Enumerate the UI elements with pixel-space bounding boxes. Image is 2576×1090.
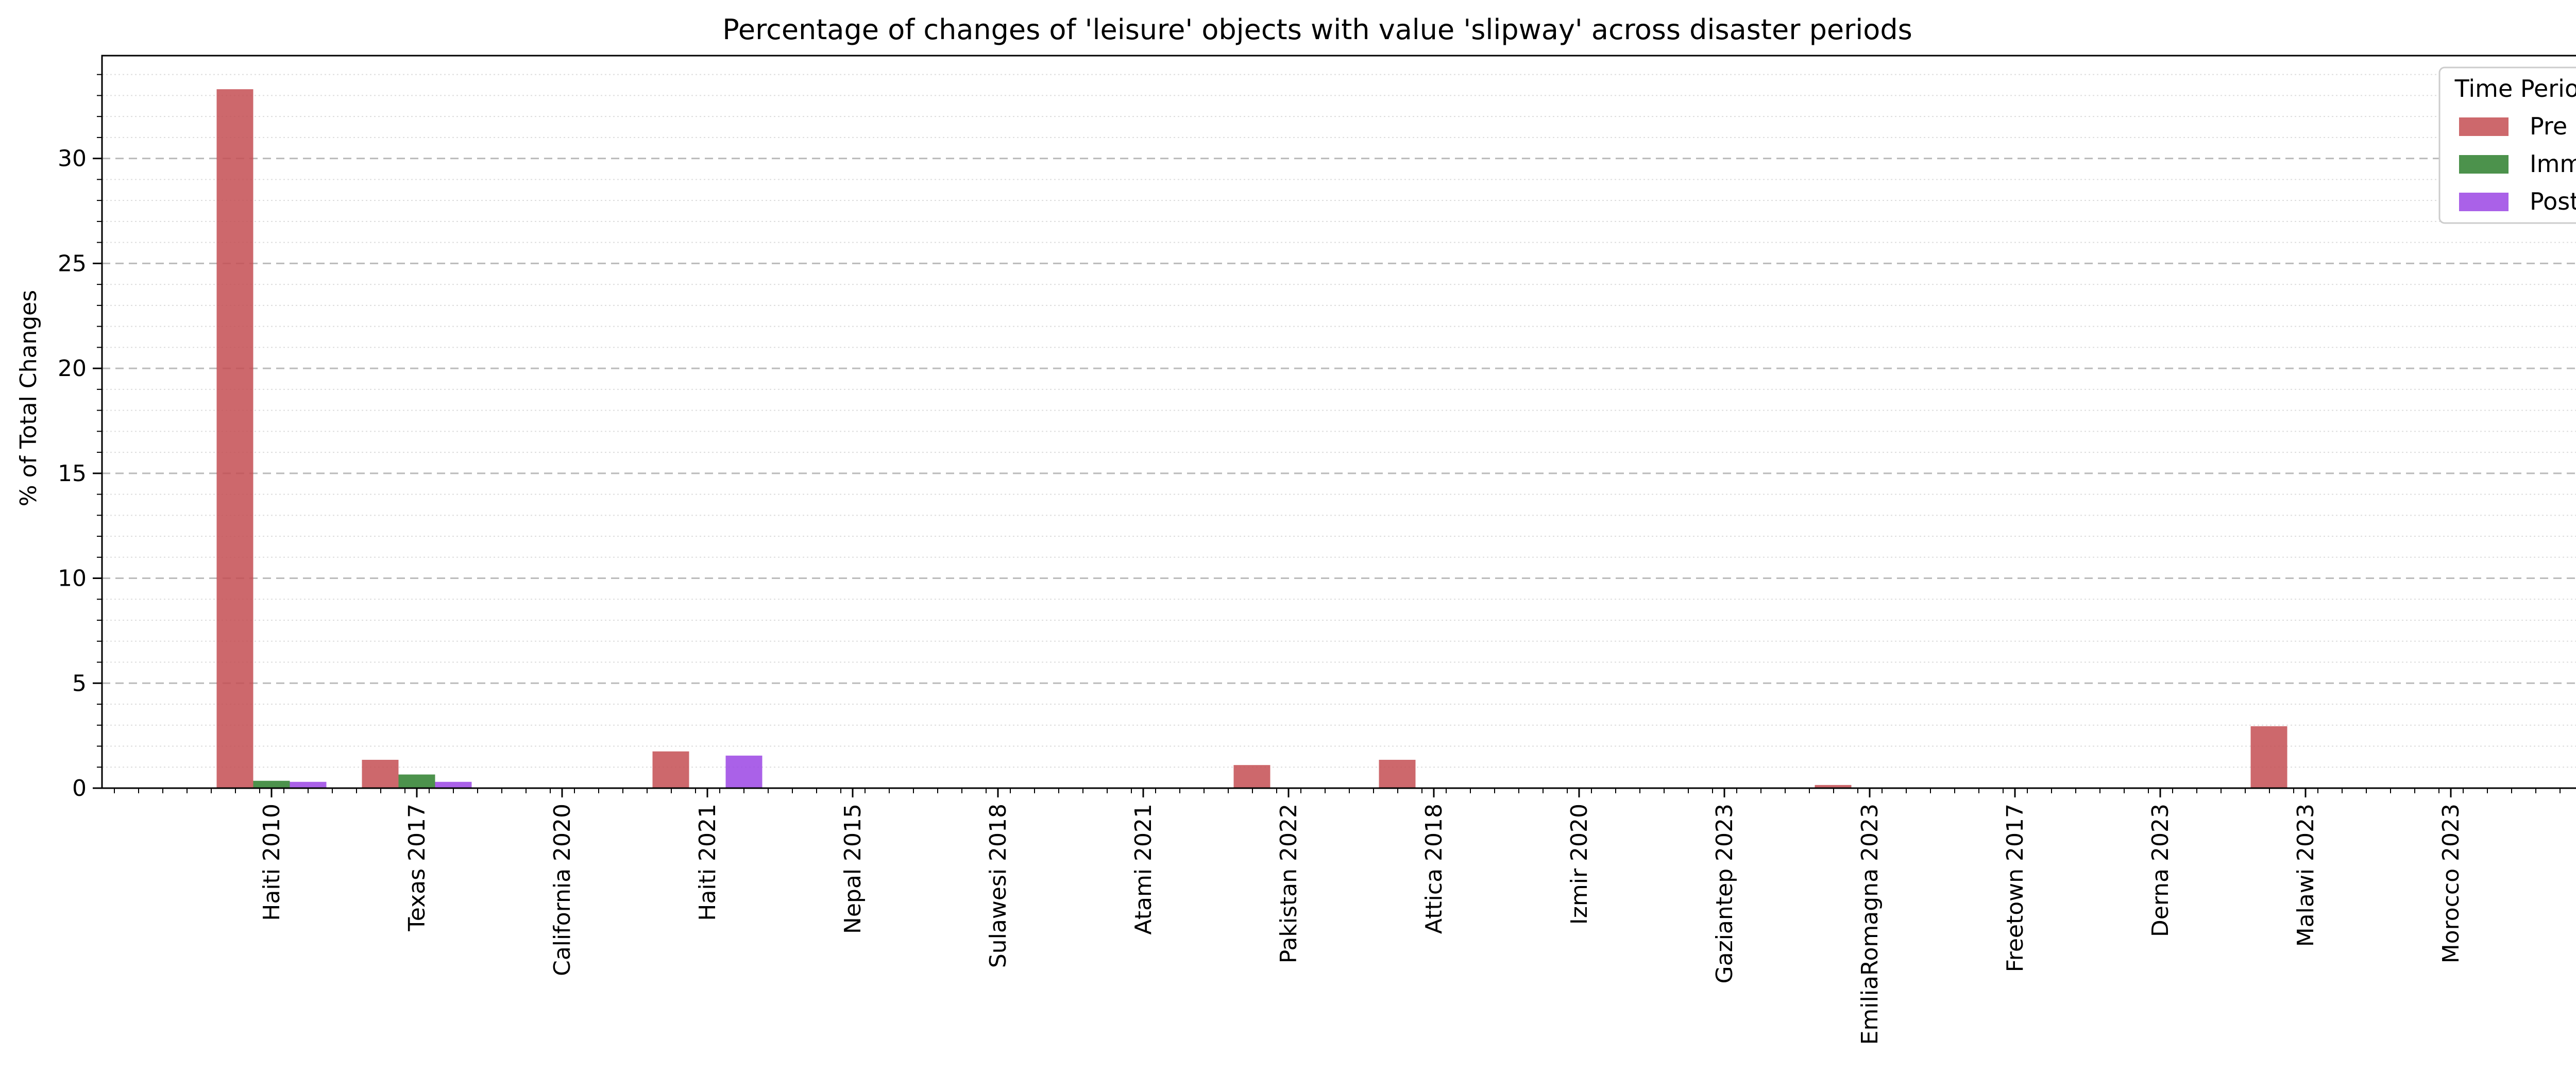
legend-swatch-imm [2459, 155, 2509, 174]
bars [216, 89, 2287, 788]
bar-pre [1233, 765, 1270, 788]
y-axis-label: % of Total Changes [15, 290, 42, 506]
x-tick-label: Attica 2018 [1421, 804, 1447, 934]
bar-pre [652, 751, 689, 788]
y-tick-label: 25 [58, 250, 87, 277]
bar-pre [216, 89, 253, 788]
y-tick-label: 0 [72, 775, 87, 802]
y-tick-label: 15 [58, 461, 87, 487]
bar-pre [1379, 759, 1416, 788]
legend-box [2438, 66, 2576, 224]
x-tick-label: Pakistan 2022 [1276, 804, 1302, 963]
bar-post [290, 781, 327, 788]
x-tick-label: Gaziantep 2023 [1711, 804, 1738, 983]
bar-pre [1815, 785, 1852, 788]
plot-frame [101, 55, 2576, 789]
legend-items: Pre Imm Post [2459, 112, 2576, 215]
x-tick-label: California 2020 [549, 804, 575, 976]
y-tick-label: 20 [58, 355, 87, 382]
legend-label-pre: Pre [2530, 112, 2567, 140]
x-tick-label: Sulawesi 2018 [985, 804, 1011, 968]
legend-swatch-post [2459, 193, 2509, 211]
x-axis-ticks: Haiti 2010 Texas 2017 California 2020 Haiti… [114, 788, 2561, 1045]
x-tick-label: Haiti 2021 [694, 804, 721, 921]
chart-title: Percentage of changes of 'leisure' objec… [722, 13, 1912, 46]
y-tick-label: 30 [58, 146, 87, 172]
bar-post [435, 781, 472, 788]
x-tick-label: Malawi 2023 [2293, 804, 2319, 947]
bar-pre [2250, 726, 2287, 788]
x-tick-label: Texas 2017 [404, 804, 430, 932]
y-tick-label: 5 [72, 670, 87, 696]
legend-label-imm: Imm [2530, 150, 2576, 178]
y-tick-label: 10 [58, 566, 87, 592]
x-tick-label: EmiliaRomagna 2023 [1857, 804, 1883, 1045]
legend-title: Time Period [2454, 75, 2576, 103]
x-tick-label: Haiti 2010 [259, 804, 285, 921]
bar-imm [253, 780, 290, 788]
legend: Time Period Pre Imm Post [2438, 66, 2576, 224]
grid-lines [102, 74, 2576, 768]
bar-imm [398, 774, 435, 788]
x-tick-label: Derna 2023 [2147, 804, 2174, 937]
legend-label-post: Post [2530, 188, 2576, 215]
bar-pre [362, 759, 399, 788]
y-axis-ticks: 0 5 10 15 20 25 30 [58, 74, 102, 802]
x-tick-label: Freetown 2017 [2002, 804, 2028, 972]
x-tick-label: Izmir 2020 [1566, 804, 1592, 925]
bar-post [725, 755, 762, 788]
legend-swatch-pre [2459, 117, 2509, 136]
x-tick-label: Atami 2021 [1130, 804, 1157, 935]
x-tick-label: Nepal 2015 [840, 804, 866, 934]
x-tick-label: Morocco 2023 [2438, 804, 2464, 963]
